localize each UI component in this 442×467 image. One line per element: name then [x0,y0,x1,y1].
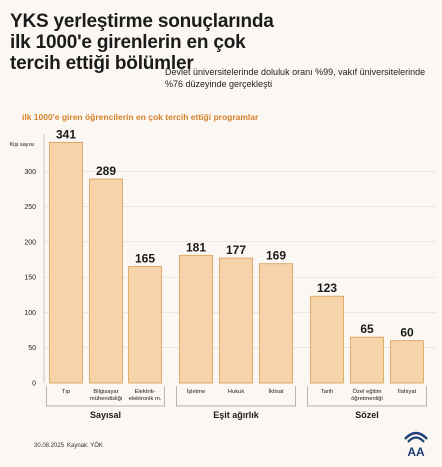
y-tick-label: 200 [24,239,36,246]
bar [219,257,253,384]
bar [390,340,424,384]
x-tick-label: İktisat [268,388,284,395]
bar [259,263,293,384]
group-bracket [46,386,165,407]
group-label: Eşit ağırlık [213,410,260,420]
aa-logo-text: AA [407,445,425,459]
data-label: 289 [96,164,116,178]
data-label: 169 [266,249,286,263]
bar [89,178,123,384]
aa-logo-icon: AA [404,431,428,459]
y-tick-label: 100 [24,310,36,317]
x-tick-label: Tarih [321,389,334,395]
y-axis-label: Kişi sayısı [10,142,35,148]
group-label: Sayısal [90,410,121,420]
x-tick-label: İlahiyat [398,388,417,395]
group-bracket [307,386,427,407]
y-tick-label: 250 [24,204,36,211]
data-label: 60 [400,326,414,340]
footer-source: Kaynak: YÖK [67,443,103,449]
data-label: 165 [135,252,155,266]
bar [128,266,162,384]
y-tick-label: 300 [24,169,36,176]
data-label: 65 [360,322,374,336]
x-tick-label: Elektrik-elektronik m. [129,389,162,402]
y-tick-label: 0 [32,381,36,388]
y-tick-label: 150 [24,275,36,282]
data-label: 181 [186,240,206,254]
bar [179,254,213,384]
chart-title: ilk 1000'e giren öğrencilerin en çok ter… [22,112,259,122]
x-tick-label: Tıp [62,389,70,395]
x-tick-label: İşletme [187,388,206,395]
bar [310,295,344,384]
x-tick-label: Hukuk [228,389,245,395]
bar [49,141,83,384]
x-tick-label: Bilgisayar mühendisliği [90,389,122,402]
footer-date: 30.08.2025 [34,443,65,449]
data-label: 123 [317,281,337,295]
x-tick-label: Özel eğitim öğretmenliği [351,388,383,402]
data-label: 341 [56,127,76,141]
data-label: 177 [226,243,246,257]
page-title: YKS yerleştirme sonuçlarında ilk 1000'e … [10,11,274,74]
bar [350,336,384,384]
group-label: Sözel [355,410,379,420]
page-subtitle: Devlet üniversitelerinde doluluk oranı %… [165,67,426,89]
y-tick-label: 50 [28,345,36,352]
group-bracket [176,386,296,407]
